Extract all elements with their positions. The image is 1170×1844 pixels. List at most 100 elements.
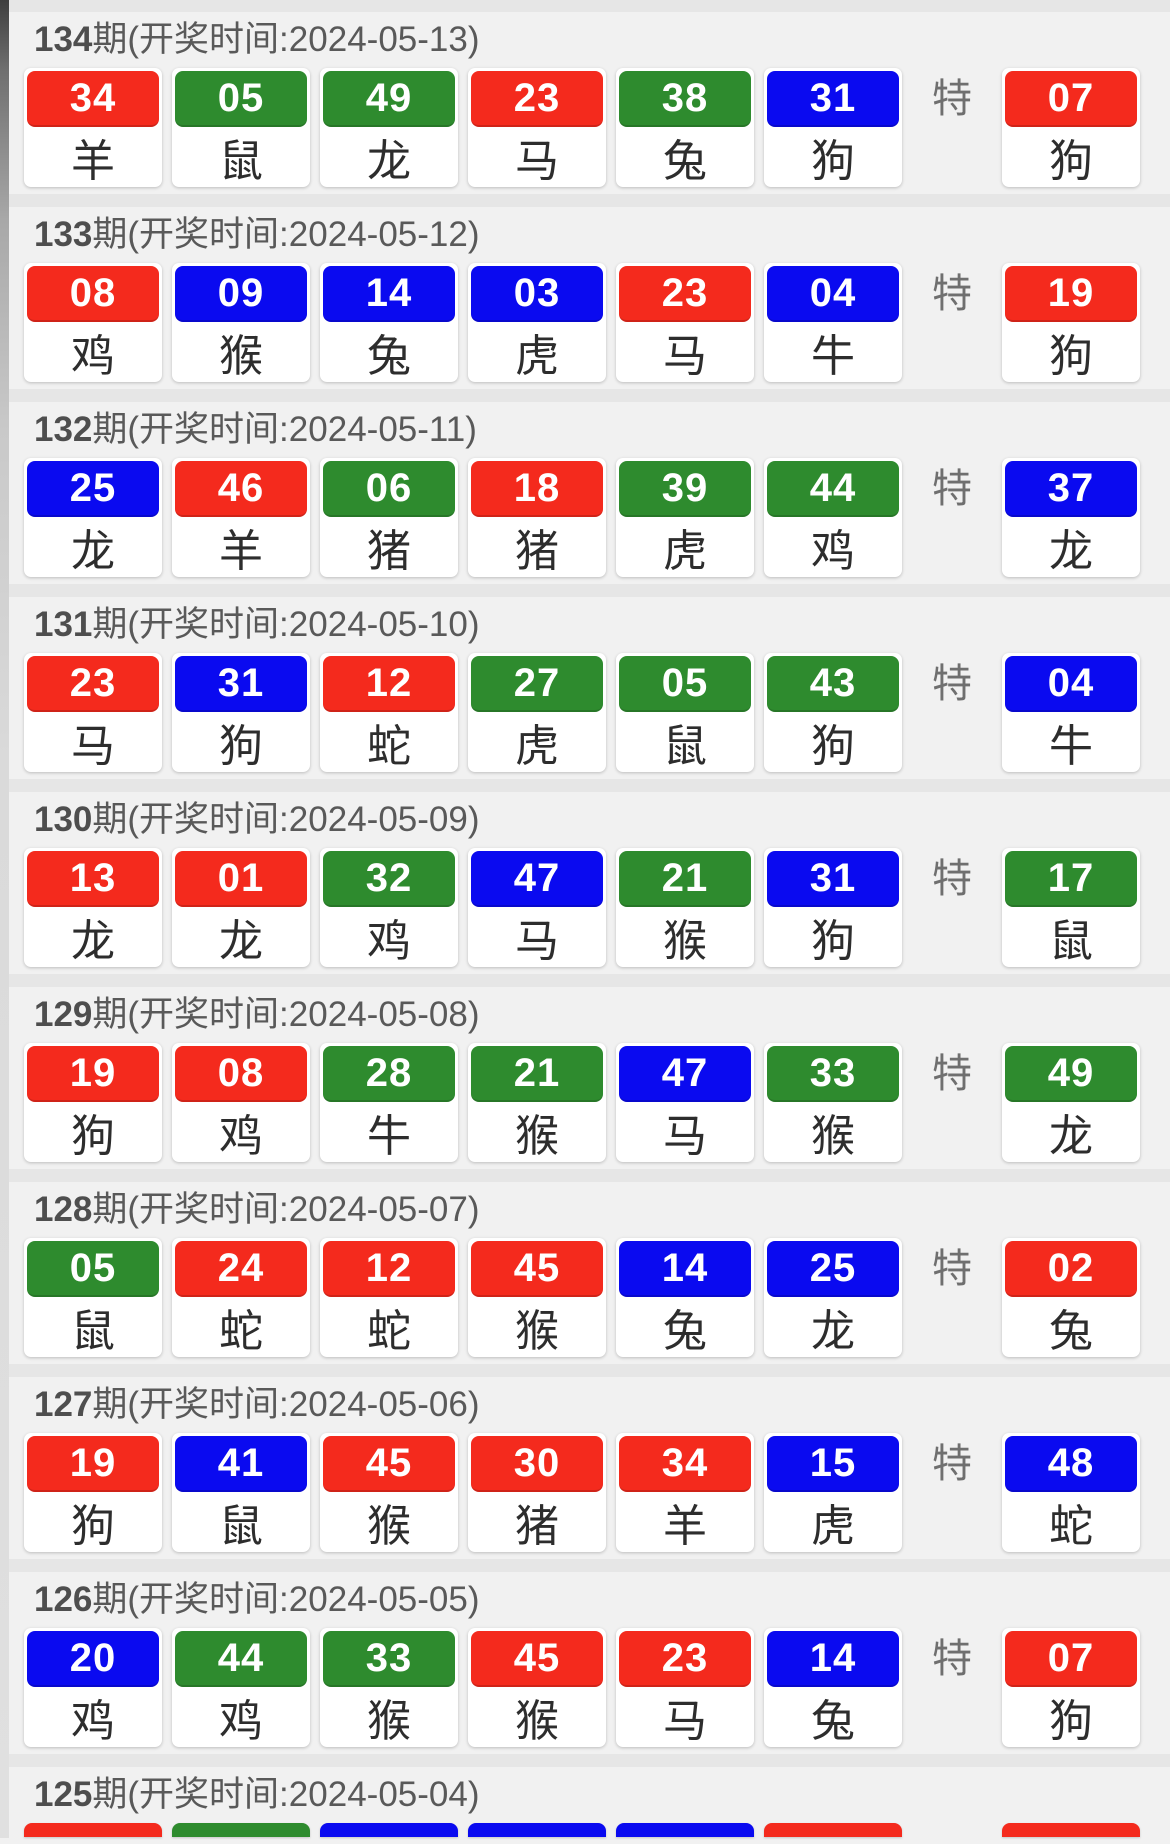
ball-number: 33 [323,1631,455,1687]
special-label: 特 [932,857,972,901]
ball-cell: 34 羊 [24,68,162,187]
ball-cell: 09 猴 [172,263,310,382]
ball-number: 34 [619,1436,751,1492]
special-ball-slot: 37 龙 [1002,458,1140,577]
ball-number: 43 [767,656,899,712]
ball-number: 31 [767,71,899,127]
special-ball-slot: 19 狗 [1002,263,1140,382]
ball-zodiac: 狗 [219,722,263,771]
special-ball-slot: 04 牛 [1002,653,1140,772]
ball-sliver [616,1823,754,1837]
draw-section: 129期(开奖时间:2024-05-08) 19 狗 08 鸡 28 牛 21 … [0,987,1170,1169]
draw-period: 131 [34,605,93,644]
ball-zodiac: 龙 [1049,1112,1093,1161]
draw-header-suffix: ) [465,410,477,449]
ball-cell: 24 蛇 [172,1238,310,1357]
ball-number: 41 [175,1436,307,1492]
ball-number: 32 [323,851,455,907]
draw-header-suffix: ) [467,1580,480,1619]
ball-zodiac: 兔 [367,332,411,381]
ball-cell: 33 猴 [320,1628,458,1747]
draw-date: 2024-05-08 [288,995,468,1034]
ball-cell: 47 马 [468,848,606,967]
draw-date: 2024-05-09 [288,800,468,839]
draw-header: 133期(开奖时间:2024-05-12) [0,215,1170,255]
ball-cell: 31 狗 [764,68,902,187]
draw-header: 129期(开奖时间:2024-05-08) [0,995,1170,1035]
ball-zodiac: 羊 [71,137,115,186]
draw-period: 132 [34,410,93,449]
ball-sliver [24,1823,162,1837]
ball-row: 20 鸡 44 鸡 33 猴 45 猴 23 马 14 兔 特 07 狗 [0,1628,1170,1747]
ball-number: 21 [471,1046,603,1102]
draw-date: 2024-05-07 [288,1190,468,1229]
draw-period: 134 [34,20,93,59]
main-balls: 13 龙 01 龙 32 鸡 47 马 21 猴 31 狗 [24,848,902,967]
ball-cell: 07 狗 [1002,68,1140,187]
ball-sliver [764,1823,902,1837]
ball-number: 45 [471,1241,603,1297]
ball-cell: 28 牛 [320,1043,458,1162]
ball-zodiac: 猴 [219,332,263,381]
ball-sliver [172,1823,310,1837]
ball-zodiac: 龙 [1049,527,1093,576]
draw-section: 125期(开奖时间:2024-05-04) [0,1767,1170,1844]
ball-number: 24 [175,1241,307,1297]
ball-cell: 21 猴 [468,1043,606,1162]
draw-header-suffix: ) [467,995,480,1034]
ball-cell: 49 龙 [1002,1043,1140,1162]
ball-number: 31 [175,656,307,712]
ball-row: 34 羊 05 鼠 49 龙 23 马 38 兔 31 狗 特 07 狗 [0,68,1170,187]
ball-number: 20 [27,1631,159,1687]
ball-cell: 23 马 [616,1628,754,1747]
ball-cell: 04 牛 [1002,653,1140,772]
draw-header-prefix: 期(开奖时间: [92,1385,289,1424]
main-balls: 19 狗 41 鼠 45 猴 30 猪 34 羊 15 虎 [24,1433,902,1552]
main-balls: 08 鸡 09 猴 14 兔 03 虎 23 马 04 牛 [24,263,902,382]
special-label: 特 [932,1052,972,1096]
ball-cell: 45 猴 [468,1628,606,1747]
ball-number: 09 [175,266,307,322]
ball-zodiac: 狗 [71,1502,115,1551]
ball-zodiac: 牛 [367,1112,411,1161]
ball-number: 23 [619,1631,751,1687]
ball-number: 39 [619,461,751,517]
special-label: 特 [932,662,972,706]
ball-number: 27 [471,656,603,712]
ball-zodiac: 鸡 [811,527,855,576]
ball-zodiac: 兔 [663,1307,707,1356]
ball-number: 12 [323,656,455,712]
ball-cell: 32 鸡 [320,848,458,967]
ball-cell: 46 羊 [172,458,310,577]
ball-zodiac: 狗 [811,137,855,186]
ball-number: 03 [471,266,603,322]
ball-cell: 14 兔 [320,263,458,382]
ball-cell: 31 狗 [764,848,902,967]
main-balls: 19 狗 08 鸡 28 牛 21 猴 47 马 33 猴 [24,1043,902,1162]
ball-zodiac: 鼠 [219,137,263,186]
ball-zodiac: 猴 [515,1697,559,1746]
special-label: 特 [932,272,972,316]
draw-header: 132期(开奖时间:2024-05-11) [0,410,1170,450]
ball-number: 30 [471,1436,603,1492]
ball-number: 49 [323,71,455,127]
ball-number: 01 [175,851,307,907]
draw-section: 130期(开奖时间:2024-05-09) 13 龙 01 龙 32 鸡 47 … [0,792,1170,974]
page-left-edge [0,0,9,1838]
ball-number: 47 [471,851,603,907]
ball-zodiac: 蛇 [367,722,411,771]
ball-zodiac: 猪 [367,527,411,576]
ball-cell: 13 龙 [24,848,162,967]
ball-zodiac: 牛 [1049,722,1093,771]
special-ball-slot: 07 狗 [1002,68,1140,187]
ball-number: 12 [323,1241,455,1297]
ball-number: 33 [767,1046,899,1102]
special-label: 特 [932,77,972,121]
ball-number: 04 [767,266,899,322]
ball-number: 25 [767,1241,899,1297]
draw-list: 134期(开奖时间:2024-05-13) 34 羊 05 鼠 49 龙 23 … [0,12,1170,1844]
ball-zodiac: 鸡 [219,1697,263,1746]
ball-zodiac: 鼠 [71,1307,115,1356]
ball-number: 07 [1005,1631,1137,1687]
